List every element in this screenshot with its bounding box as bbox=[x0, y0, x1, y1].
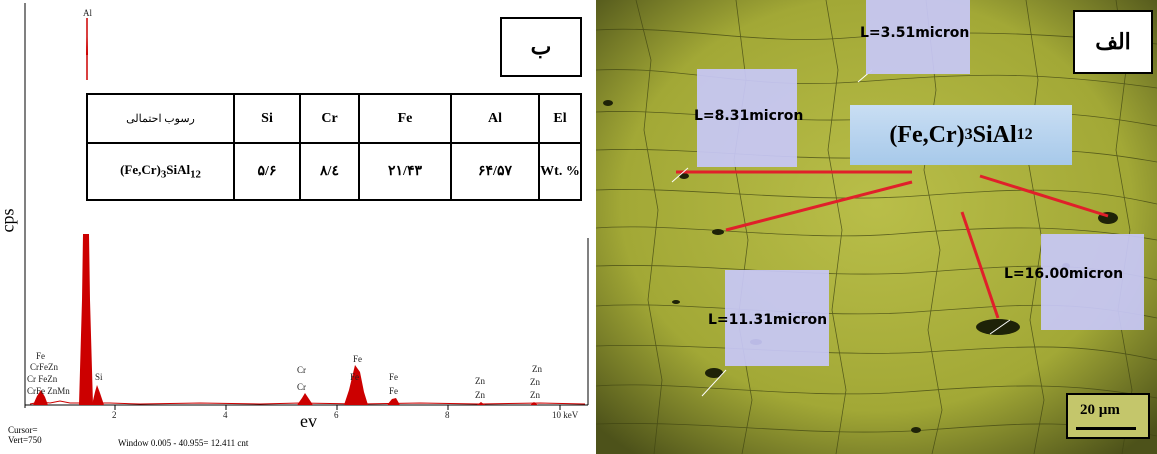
window-readout: Window 0.005 - 40.955= 12.411 cnt bbox=[118, 438, 249, 448]
cell-cr: ۸/٤ bbox=[299, 142, 360, 201]
peak-fe-second bbox=[387, 398, 400, 405]
cell-al: ۶۴/۵۷ bbox=[450, 142, 540, 201]
peak-zn-b bbox=[530, 402, 538, 405]
scale-bar-label: 20 µm bbox=[1080, 402, 1120, 418]
peak-label-cluster-4: CrFe ZnMn bbox=[27, 386, 70, 396]
peak-label-fe-3: Fe bbox=[389, 372, 398, 382]
phase-formula-label: (Fe,Cr) 3 SiAl 12 bbox=[850, 105, 1072, 165]
cell-si: ۵/۶ bbox=[233, 142, 301, 201]
micrograph-background bbox=[596, 0, 1157, 454]
peak-label-zn-4: Zn bbox=[530, 377, 540, 387]
header-al: Al bbox=[450, 92, 540, 145]
measurement-box-1 bbox=[866, 0, 970, 74]
cell-el: Wt. % bbox=[538, 142, 582, 201]
x-tick-label-8: 8 bbox=[445, 410, 450, 420]
peak-label-cr-1: Cr bbox=[297, 365, 306, 375]
measurement-label-3: L=16.00micron bbox=[1004, 266, 1124, 282]
measurement-box-4 bbox=[725, 270, 829, 366]
cell-phase: (Fe,Cr)3SiAl12 bbox=[86, 142, 235, 201]
micrograph-image bbox=[596, 0, 1157, 454]
y-axis-label: cps bbox=[0, 208, 18, 233]
x-ticks bbox=[114, 405, 561, 410]
eds-composition-table: رسوب احتمالی Si Cr Fe Al El (Fe,Cr)3SiAl… bbox=[86, 92, 582, 201]
peak-label-fe-1: Fe bbox=[353, 354, 362, 364]
peak-label-zn-3: Zn bbox=[532, 364, 542, 374]
header-si: Si bbox=[233, 92, 301, 145]
annotation-lines bbox=[676, 170, 1109, 319]
x-tick-label-10: 10 keV bbox=[552, 410, 579, 420]
peak-label-cluster-2: CrFeZn bbox=[30, 362, 58, 372]
peak-si bbox=[92, 385, 104, 405]
peak-label-cluster-3: Cr FeZn bbox=[27, 374, 58, 384]
peak-cr bbox=[297, 393, 313, 405]
eds-spectrum-panel: cps Al Fe CrFeZn Cr FeZn CrFe ZnMn Si Cr… bbox=[0, 3, 589, 448]
peak-label-al-top: Al bbox=[83, 8, 92, 18]
panel-tag-b: ب bbox=[500, 17, 582, 77]
peak-label-fe-2: Fe bbox=[350, 372, 359, 382]
header-el: El bbox=[538, 92, 582, 145]
measurement-box-3 bbox=[1041, 234, 1144, 330]
table-header-row: رسوب احتمالی Si Cr Fe Al El bbox=[86, 92, 582, 145]
peak-label-si: Si bbox=[95, 372, 103, 382]
peak-al bbox=[79, 234, 93, 405]
peak-label-zn-5: Zn bbox=[530, 390, 540, 400]
peak-zn-a bbox=[477, 402, 485, 405]
measurement-label-4: L=11.31micron bbox=[708, 312, 828, 328]
header-cr: Cr bbox=[299, 92, 360, 145]
peak-label-cr-2: Cr bbox=[297, 382, 306, 392]
x-tick-label-6: 6 bbox=[334, 410, 339, 420]
peak-label-zn-1: Zn bbox=[475, 376, 485, 386]
peak-label-zn-2: Zn bbox=[475, 390, 485, 400]
measurement-label-2: L=8.31micron bbox=[694, 108, 804, 124]
x-tick-label-2: 2 bbox=[112, 410, 117, 420]
peak-fe-main bbox=[344, 365, 368, 405]
x-tick-label-4: 4 bbox=[223, 410, 228, 420]
table-row: (Fe,Cr)3SiAl12 ۵/۶ ۸/٤ ۲۱/۴۳ ۶۴/۵۷ Wt. % bbox=[86, 142, 582, 201]
peak-label-cluster-1: Fe bbox=[36, 351, 45, 361]
eds-spectrum-plot bbox=[24, 3, 589, 410]
spectrum-baseline bbox=[29, 400, 586, 405]
header-fe: Fe bbox=[358, 92, 452, 145]
cursor-line-1: Cursor= bbox=[8, 425, 38, 435]
cursor-readout: Cursor= Vert=750 bbox=[8, 425, 42, 445]
measurement-box-2 bbox=[697, 69, 797, 167]
x-axis-label: ev bbox=[300, 411, 317, 431]
cell-fe: ۲۱/۴۳ bbox=[358, 142, 452, 201]
scale-bar-box bbox=[1066, 393, 1150, 439]
panel-tag-alef: الف bbox=[1073, 10, 1153, 74]
measurement-lines bbox=[671, 69, 1011, 397]
measurement-label-1: L=3.51micron bbox=[860, 25, 970, 41]
peak-label-fe-4: Fe bbox=[389, 386, 398, 396]
micrograph-panel: L=3.51micron L=8.31micron L=16.00micron … bbox=[596, 0, 1157, 454]
cursor-line-2: Vert=750 bbox=[8, 435, 42, 445]
header-phase: رسوب احتمالی bbox=[86, 92, 235, 145]
peak-low-energy bbox=[33, 390, 48, 405]
scale-bar bbox=[1076, 427, 1136, 430]
